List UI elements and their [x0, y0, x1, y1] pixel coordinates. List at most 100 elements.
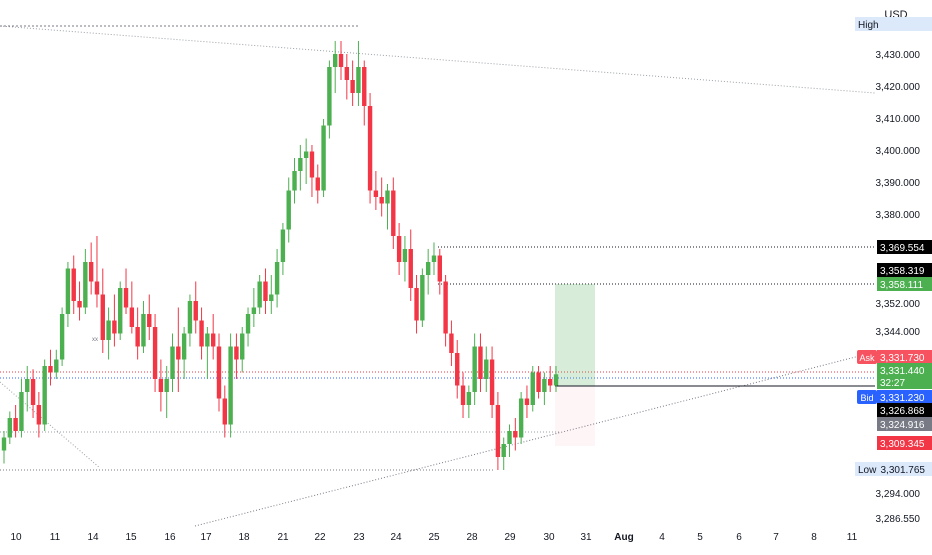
y-tick-label: 3,420.000	[876, 82, 921, 93]
candle-body	[100, 294, 105, 340]
candle-body	[495, 405, 501, 457]
candle-body	[553, 374, 559, 386]
candle-body	[19, 392, 24, 431]
candle-body	[298, 158, 303, 171]
candle-body	[338, 54, 344, 67]
annotation-label: xx	[92, 337, 98, 343]
x-tick-label: 11	[847, 532, 858, 543]
y-tick-label: 3,430.000	[876, 50, 921, 61]
candle-body	[414, 288, 419, 321]
candle-body	[94, 281, 100, 295]
badge-label: Bid	[860, 393, 873, 403]
y-tick-label: 3,410.000	[876, 114, 921, 125]
candle-body	[228, 346, 233, 425]
candle-body	[484, 359, 489, 379]
candle-body	[118, 288, 123, 334]
candle-body	[315, 177, 320, 191]
candle-body	[489, 359, 495, 405]
x-tick-label: 15	[125, 532, 137, 543]
candle-body	[455, 353, 460, 386]
candle-body	[518, 398, 524, 438]
candle-body	[379, 197, 384, 204]
x-tick-label: 4	[659, 532, 665, 543]
candle-body	[164, 379, 169, 392]
price-badge	[877, 350, 932, 364]
candle-body	[327, 67, 332, 126]
x-tick-label: 17	[200, 532, 212, 543]
candle-body	[507, 431, 512, 444]
candle-body	[158, 379, 164, 392]
candle-body	[181, 333, 187, 360]
badge-value: 3,301.765	[881, 465, 926, 476]
candle-body	[274, 262, 280, 295]
candle-body	[269, 294, 274, 301]
position-profit-zone	[555, 284, 595, 386]
candle-body	[367, 106, 373, 191]
y-tick-label: 3,400.000	[876, 146, 921, 157]
price-badge	[877, 436, 932, 450]
price-badge	[877, 363, 932, 377]
candle-body	[408, 249, 413, 288]
candle-body	[513, 431, 518, 438]
x-tick-label: 30	[543, 532, 555, 543]
candle-body	[402, 249, 408, 262]
candle-body	[251, 307, 257, 314]
price-badge	[855, 17, 932, 31]
candle-body	[396, 236, 402, 262]
x-tick-label: 5	[697, 532, 703, 543]
candle-body	[362, 67, 367, 106]
badge-value: 3,326.868	[880, 406, 925, 417]
candle-body	[472, 346, 477, 392]
candle-body	[199, 320, 204, 347]
candle-body	[437, 255, 442, 282]
x-tick-label: 31	[580, 532, 592, 543]
candle-body	[7, 418, 13, 438]
candle-body	[547, 379, 553, 386]
position-loss-zone	[555, 386, 595, 446]
x-tick-label: 6	[736, 532, 742, 543]
x-tick-label: 24	[390, 532, 402, 543]
badge-value: 3,331.440	[880, 366, 925, 377]
candle-body	[466, 392, 472, 405]
candle-body	[309, 151, 315, 178]
candle-body	[542, 379, 547, 392]
candle-body	[257, 281, 262, 308]
candle-body	[391, 190, 396, 236]
candle-body	[129, 307, 135, 327]
candle-body	[135, 327, 140, 347]
candle-body	[420, 275, 425, 321]
x-tick-label: 25	[428, 532, 440, 543]
candle-body	[524, 398, 530, 405]
candle-body	[13, 418, 18, 431]
candle-body	[240, 333, 245, 360]
x-tick-label: 28	[466, 532, 478, 543]
candle-body	[48, 366, 53, 373]
badge-value: 3,358.111	[880, 280, 923, 291]
candle-body	[187, 301, 193, 334]
price-badge-tag	[857, 350, 877, 364]
candle-body	[30, 379, 36, 405]
candle-body	[350, 80, 355, 93]
candle-body	[385, 190, 390, 204]
x-tick-label: 21	[277, 532, 289, 543]
candle-body	[280, 229, 286, 262]
candle-body	[205, 333, 210, 347]
candle-body	[216, 346, 222, 399]
price-badge	[877, 403, 932, 417]
price-badge	[877, 263, 932, 277]
candle-body	[449, 333, 454, 353]
candle-body	[443, 281, 448, 334]
candle-body	[77, 301, 82, 308]
price-badge	[877, 240, 932, 254]
x-tick-label: 11	[50, 532, 61, 543]
candle-body	[176, 346, 181, 360]
candle-body	[147, 314, 152, 327]
candle-body	[83, 262, 88, 308]
candle-body	[373, 190, 379, 197]
candle-body	[54, 359, 59, 373]
badge-value: 3,331.230	[880, 393, 925, 404]
candle-body	[210, 333, 216, 347]
x-tick-label: 16	[164, 532, 176, 543]
